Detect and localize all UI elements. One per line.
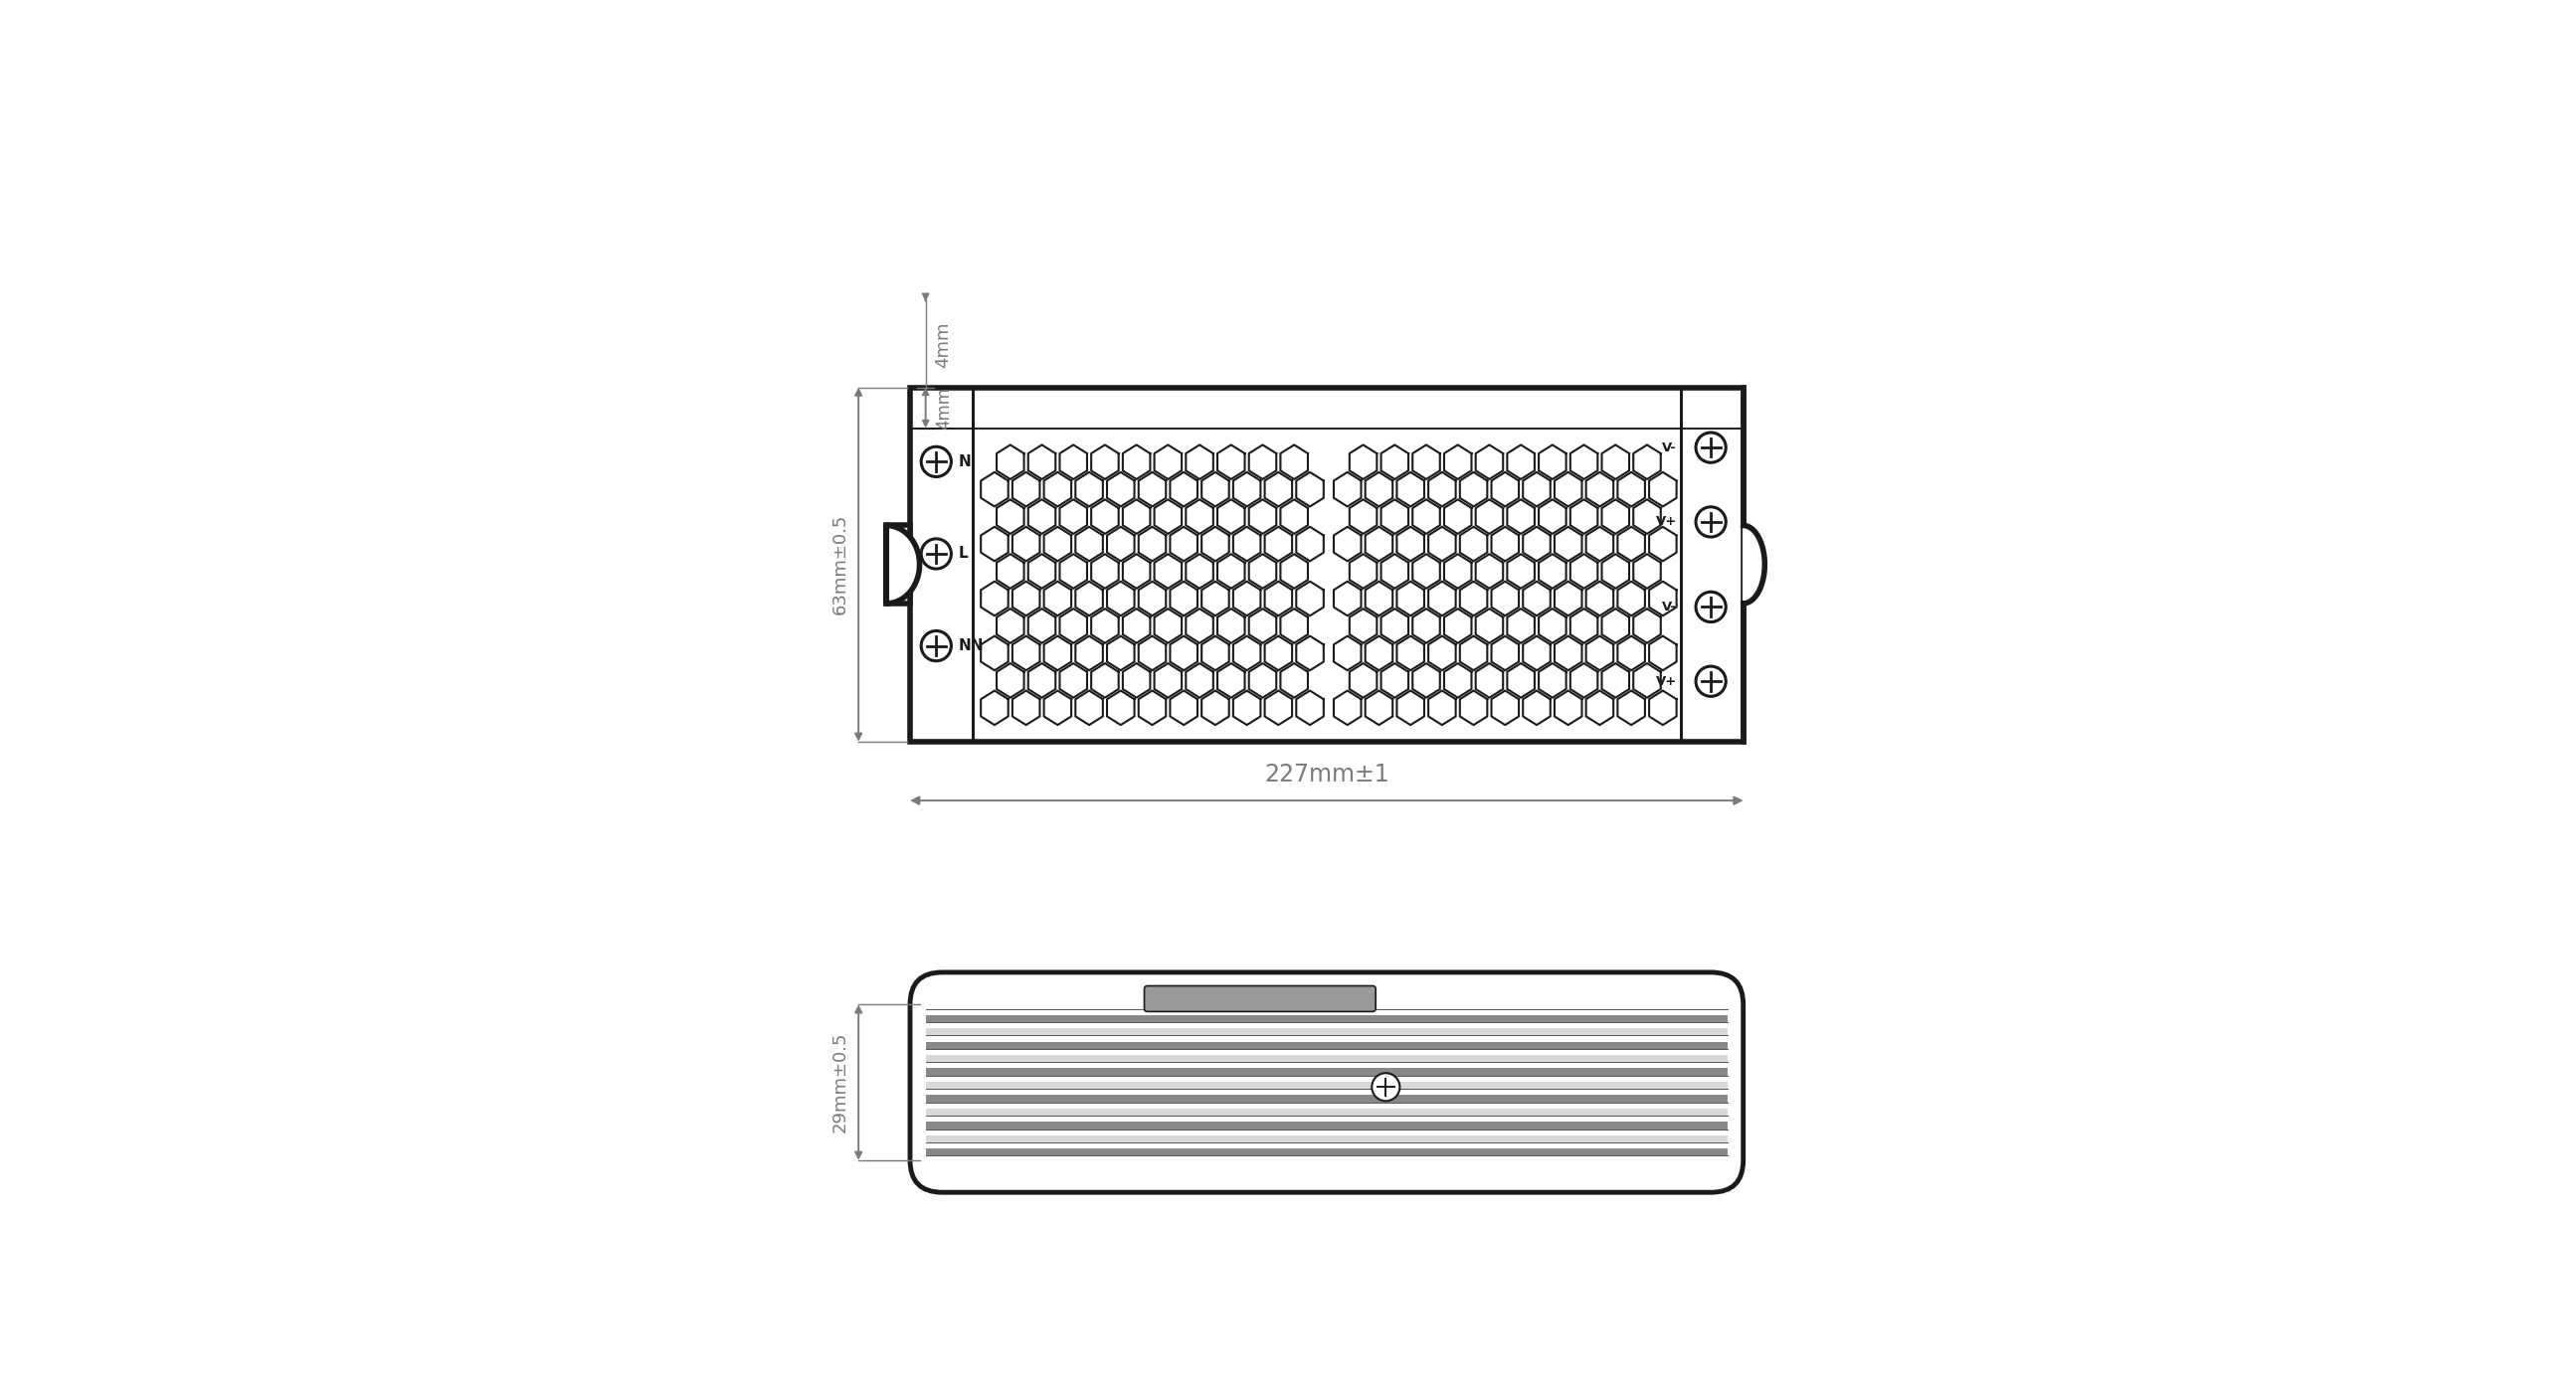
Bar xyxy=(927,1135,1726,1143)
Bar xyxy=(909,388,1744,742)
Text: 4mm: 4mm xyxy=(935,386,953,429)
Bar xyxy=(927,1096,1726,1103)
Bar xyxy=(927,1122,1726,1129)
Bar xyxy=(927,1055,1726,1062)
Circle shape xyxy=(1373,1073,1399,1101)
FancyBboxPatch shape xyxy=(909,973,1744,1192)
Text: V-: V- xyxy=(1662,601,1677,613)
Bar xyxy=(927,1041,1726,1048)
Text: V+: V+ xyxy=(1656,516,1677,528)
Circle shape xyxy=(1695,592,1726,622)
Text: 4mm: 4mm xyxy=(935,321,953,368)
Text: V-: V- xyxy=(1662,441,1677,454)
Circle shape xyxy=(1695,666,1726,697)
Text: 29mm±0.5: 29mm±0.5 xyxy=(832,1032,850,1133)
Bar xyxy=(927,1068,1726,1076)
Text: L: L xyxy=(958,546,969,562)
Bar xyxy=(927,1108,1726,1115)
Text: N: N xyxy=(958,454,971,470)
Circle shape xyxy=(922,538,951,569)
Polygon shape xyxy=(1744,526,1765,604)
Bar xyxy=(886,526,909,604)
Circle shape xyxy=(1695,432,1726,463)
Bar xyxy=(927,1082,1726,1089)
Bar xyxy=(927,1029,1726,1036)
Circle shape xyxy=(922,631,951,661)
Bar xyxy=(927,1015,1726,1022)
Text: NN: NN xyxy=(958,638,984,654)
Text: V+: V+ xyxy=(1656,675,1677,687)
Text: 63mm±0.5: 63mm±0.5 xyxy=(832,514,850,615)
Bar xyxy=(927,1149,1726,1156)
Polygon shape xyxy=(886,526,920,604)
Circle shape xyxy=(922,446,951,477)
Text: 227mm±1: 227mm±1 xyxy=(1265,763,1388,786)
FancyBboxPatch shape xyxy=(1144,986,1376,1012)
Circle shape xyxy=(1695,507,1726,537)
